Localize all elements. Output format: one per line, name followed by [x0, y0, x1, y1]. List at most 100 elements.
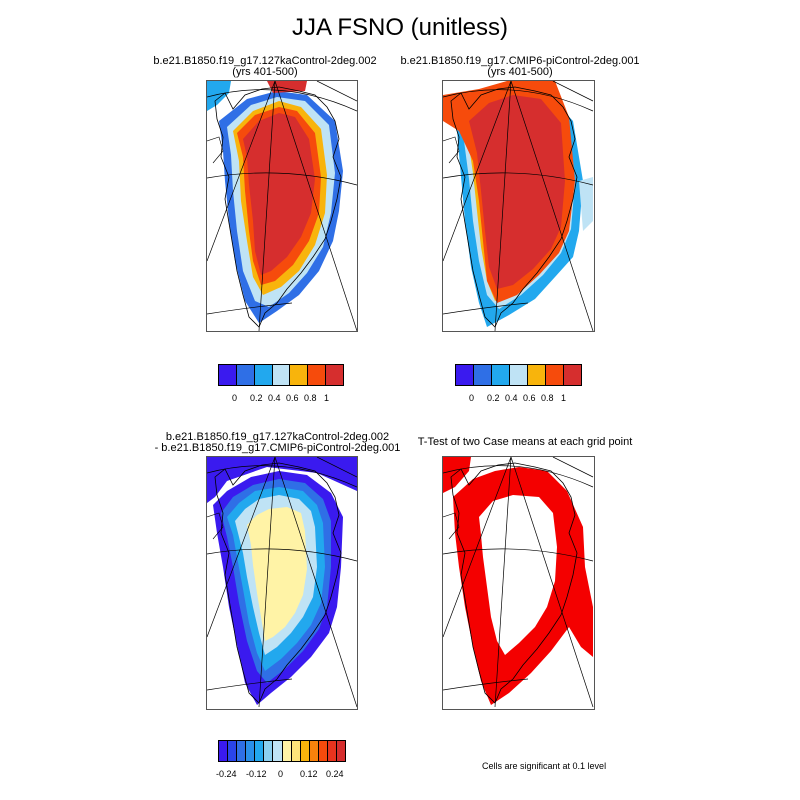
tick-label: 0.2	[250, 393, 263, 403]
figure-title: JJA FSNO (unitless)	[291, 14, 509, 41]
significant-cells	[443, 457, 471, 493]
snow-field	[469, 95, 565, 289]
coastline	[443, 136, 460, 164]
longitude-line	[494, 81, 512, 331]
colorbar-swatch	[272, 365, 291, 385]
tick-label: -0.24	[216, 769, 237, 779]
top-right-title-line1: b.e21.B1850.f19_g17.CMIP6-piControl-2deg…	[400, 55, 640, 67]
map-pi-control	[442, 80, 595, 332]
longitude-line	[552, 81, 594, 102]
longitude-line	[258, 81, 276, 331]
longitude-line	[258, 457, 276, 708]
tick-label: 0.4	[268, 393, 281, 403]
colorbar-swatch	[326, 365, 344, 385]
map-difference	[206, 456, 358, 710]
latitude-line	[207, 302, 293, 315]
tick-label: 0.12	[300, 769, 318, 779]
bottom-left-title-line1: b.e21.B1850.f19_g17.127kaControl-2deg.00…	[165, 431, 390, 443]
tick-label: 0.6	[523, 393, 536, 403]
colorbar-difference-ticks: -0.24 -0.12 0 0.12 0.24	[210, 769, 360, 781]
significance-note: Cells are significant at 0.1 level	[482, 761, 607, 771]
top-left-title: b.e21.B1850.f19_g17.127kaControl-2deg.00…	[140, 56, 390, 78]
tick-label: -0.12	[246, 769, 267, 779]
colorbar-swatch	[474, 365, 492, 385]
colorbar-swatch	[219, 741, 229, 761]
longitude-line	[207, 81, 276, 262]
colorbar-swatch	[291, 741, 301, 761]
snow-field	[207, 81, 231, 111]
colorbar-swatch	[528, 365, 546, 385]
tick-label: 0.8	[304, 393, 317, 403]
colorbar-swatch	[255, 741, 265, 761]
colorbar-swatch	[456, 365, 474, 385]
coastline	[207, 136, 224, 164]
tick-label: 1	[324, 393, 330, 403]
colorbar-swatch	[237, 741, 247, 761]
longitude-line	[443, 81, 512, 262]
colorbar-127ka	[218, 364, 344, 386]
colorbar-swatch	[492, 365, 510, 385]
tick-label: 0.24	[326, 769, 344, 779]
coastline	[443, 512, 460, 540]
tick-label: 0.2	[487, 393, 500, 403]
difference-field	[207, 457, 357, 503]
colorbar-swatch	[228, 741, 238, 761]
colorbar-swatch	[327, 741, 338, 761]
greenland-coastline	[214, 86, 342, 328]
tick-label: 1	[561, 393, 567, 403]
longitude-line	[207, 457, 276, 638]
greenland-coastline	[450, 86, 578, 328]
latitude-line	[443, 172, 594, 186]
top-left-title-line1: b.e21.B1850.f19_g17.127kaControl-2deg.00…	[153, 55, 377, 67]
longitude-line	[510, 457, 594, 708]
coastline	[207, 512, 224, 540]
longitude-line	[274, 457, 357, 708]
colorbar-swatch	[300, 741, 310, 761]
longitude-line	[316, 457, 357, 478]
colorbar-swatch	[309, 741, 319, 761]
bottom-right-title-line1: T-Test of two Case means at each grid po…	[417, 436, 633, 448]
colorbar-swatch	[308, 365, 327, 385]
tick-label: 0	[278, 769, 284, 779]
colorbar-difference	[218, 740, 346, 762]
colorbar-swatch	[273, 741, 283, 761]
colorbar-swatch	[246, 741, 256, 761]
colorbar-swatch	[546, 365, 564, 385]
latitude-line	[443, 302, 529, 315]
colorbar-pi	[455, 364, 582, 386]
latitude-line	[443, 678, 529, 691]
nonsignificant-area	[479, 495, 557, 655]
longitude-line	[443, 457, 512, 638]
longitude-line	[510, 81, 594, 331]
greenland-coastline	[450, 462, 578, 704]
tick-label: 0	[469, 393, 475, 403]
longitude-line	[494, 457, 512, 708]
greenland-coastline	[214, 462, 342, 704]
difference-field	[247, 507, 307, 641]
latitude-line	[207, 548, 357, 562]
colorbar-swatch	[236, 365, 255, 385]
snow-field	[579, 177, 593, 231]
tick-label: 0	[232, 393, 238, 403]
colorbar-swatch	[264, 741, 274, 761]
bottom-left-title-line2: - b.e21.B1850.f19_g17.CMIP6-piControl-2d…	[154, 442, 401, 454]
latitude-line	[443, 548, 594, 562]
colorbar-swatch	[219, 365, 237, 385]
colorbar-pi-ticks: 0 0.2 0.4 0.6 0.8 1	[455, 393, 581, 405]
colorbar-swatch	[564, 365, 581, 385]
latitude-line	[207, 172, 357, 186]
map-significance	[442, 456, 595, 710]
colorbar-swatch	[254, 365, 273, 385]
colorbar-swatch	[510, 365, 528, 385]
colorbar-127ka-ticks: 0 0.2 0.4 0.6 0.8 1	[218, 393, 344, 405]
bottom-right-title: T-Test of two Case means at each grid po…	[405, 437, 645, 448]
longitude-line	[552, 457, 594, 478]
map-127ka-control	[206, 80, 358, 332]
latitude-line	[207, 678, 293, 691]
colorbar-swatch	[290, 365, 309, 385]
tick-label: 0.6	[286, 393, 299, 403]
top-left-title-line2: (yrs 401-500)	[232, 66, 298, 78]
colorbar-swatch	[282, 741, 292, 761]
snow-field	[243, 113, 315, 275]
longitude-line	[316, 81, 357, 102]
